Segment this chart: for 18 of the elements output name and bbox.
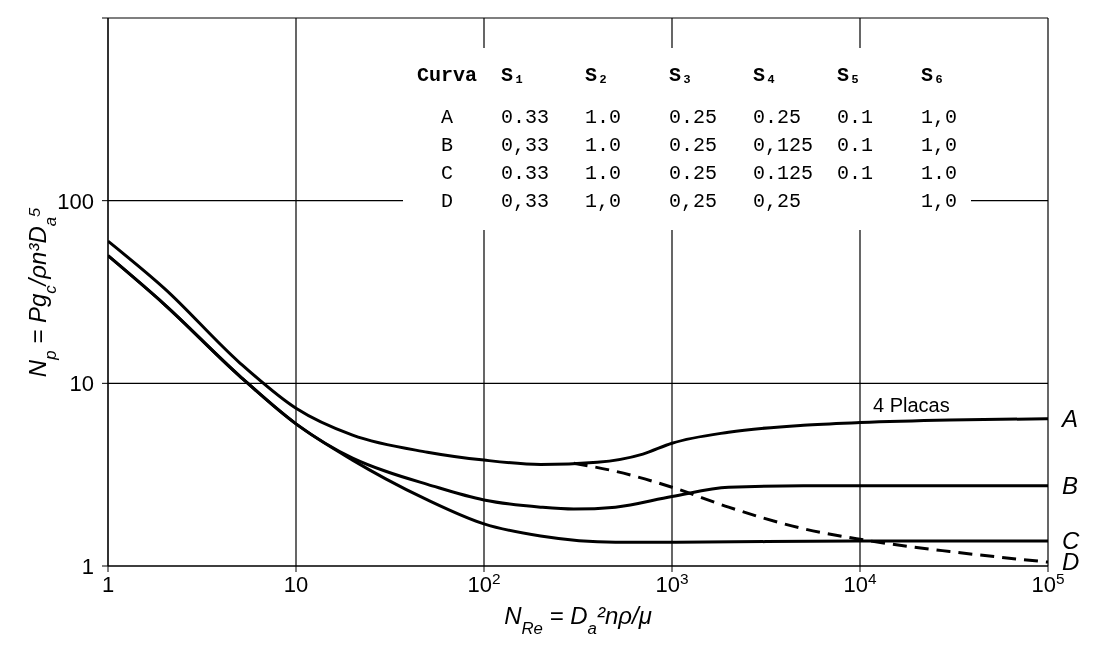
annotation: Curva S₁ S₂ S₃ S₄ S₅ S₆ (417, 63, 947, 89)
x-tick-label: 10$^{5}$ (1031, 569, 1065, 597)
annotation: B 0,33 1.0 0.25 0,125 0.1 1,0 (440, 133, 958, 159)
annotation: C 0.33 1.0 0.25 0.125 0.1 1.0 (440, 161, 958, 187)
series-label: A (1060, 404, 1079, 432)
y-tick-label: 100 (57, 188, 94, 214)
x-tick-label: 10 (283, 572, 309, 597)
annotation: 4 Placas (870, 393, 953, 417)
annotation: A 0.33 1.0 0.25 0.25 0.1 1,0 (440, 105, 958, 131)
series-label: D (1062, 548, 1080, 576)
x-tick-label: 10$^{2}$ (467, 569, 501, 597)
series-label: B (1062, 471, 1079, 499)
y-tick-label: 10 (69, 371, 94, 397)
annotation: D 0,33 1,0 0,25 0,25 1,0 (440, 189, 958, 215)
x-tick-label: 10$^{4}$ (843, 569, 877, 597)
x-tick-label: 1 (101, 572, 115, 597)
x-tick-label: 10$^{3}$ (655, 569, 689, 597)
x-axis-title: N$_{Re}$ = D$_{a}$²nρ/μ (504, 602, 652, 638)
